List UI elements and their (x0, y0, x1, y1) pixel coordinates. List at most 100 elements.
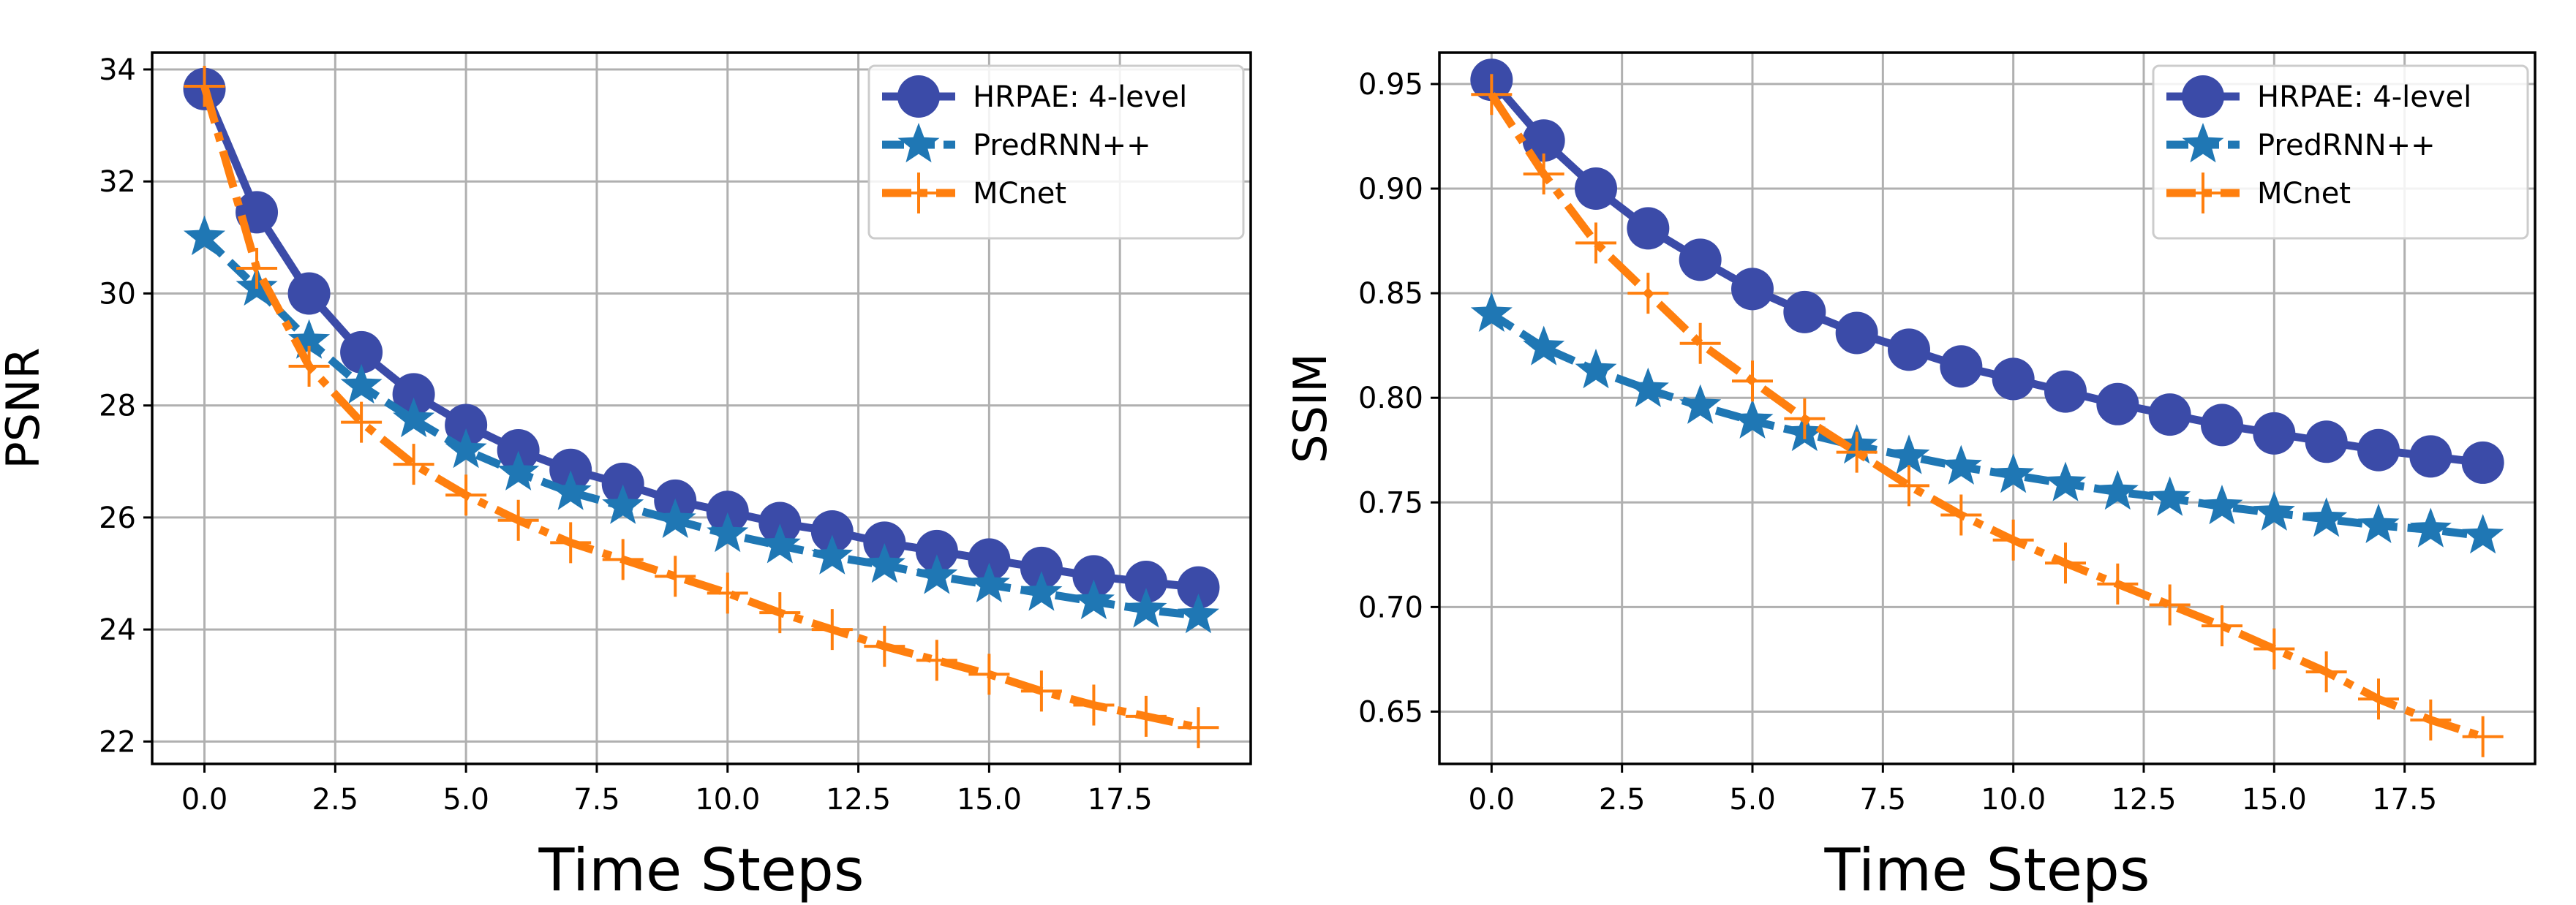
data-point (1627, 273, 1669, 314)
legend: HRPAE: 4-level PredRNN++ MCnet (2152, 64, 2529, 240)
data-point (2305, 651, 2347, 693)
legend-entry: HRPAE: 4-level (2166, 75, 2471, 118)
legend-box (867, 64, 1245, 240)
legend-label: HRPAE: 4-level (973, 80, 1187, 114)
data-point (602, 539, 644, 580)
legend-label: HRPAE: 4-level (2257, 80, 2471, 114)
data-point (2357, 428, 2400, 472)
data-point (915, 529, 958, 572)
data-point (1072, 555, 1115, 598)
data-point (2148, 393, 2191, 436)
data-point (550, 522, 592, 564)
data-point (549, 448, 592, 491)
data-point (2305, 497, 2348, 537)
legend-marker (2183, 173, 2223, 213)
y-tick-label: 0.70 (1358, 591, 1423, 624)
x-tick-label: 5.0 (1729, 783, 1776, 817)
legend-label: PredRNN++ (973, 129, 1151, 162)
series-predrnn- (184, 215, 1219, 634)
series-hrpae-4-level (183, 67, 1220, 609)
data-point (445, 428, 487, 469)
data-point (968, 562, 1010, 603)
data-point (968, 538, 1011, 581)
legend-box (2152, 64, 2529, 240)
data-point (393, 444, 434, 485)
y-tick-label: 0.95 (1358, 68, 1423, 102)
data-point (2149, 476, 2191, 516)
data-point (287, 272, 331, 315)
data-point (811, 534, 854, 575)
x-tick-label: 10.0 (1981, 783, 2046, 817)
legend-marker (898, 173, 939, 213)
data-point (497, 428, 540, 472)
series-line (200, 85, 1200, 732)
x-tick-label: 17.5 (2372, 783, 2437, 817)
y-axis-label: SSIM (1284, 353, 1337, 463)
data-point (1523, 325, 1565, 366)
x-tick-label: 12.5 (2111, 783, 2176, 817)
x-tick-label: 5.0 (442, 783, 489, 817)
data-point (1125, 695, 1167, 737)
data-point (2409, 435, 2452, 478)
legend-marker (897, 75, 940, 118)
y-tick-label: 0.90 (1358, 173, 1423, 206)
data-point (2253, 628, 2295, 670)
x-tick-label: 17.5 (1088, 783, 1153, 817)
x-axis-label: Time Steps (1823, 836, 2150, 904)
data-point (2462, 716, 2504, 757)
data-point (863, 543, 905, 583)
data-point (2201, 404, 2243, 447)
data-point (1575, 167, 1617, 211)
data-point (1888, 434, 1930, 474)
data-point (549, 470, 592, 510)
data-point (1020, 546, 1063, 589)
data-point (2253, 412, 2296, 455)
data-point (288, 319, 331, 359)
legend-entry: PredRNN++ (2166, 123, 2436, 163)
y-tick-label: 0.80 (1358, 382, 1423, 415)
data-point (1523, 153, 1564, 194)
x-tick-label: 7.5 (1860, 783, 1907, 817)
legend-entry: MCnet (882, 173, 1066, 213)
data-point (392, 373, 435, 416)
series-hrpae-4-level (1470, 58, 2504, 484)
data-point (393, 397, 435, 438)
data-point (2096, 470, 2139, 510)
y-tick-label: 26 (99, 501, 136, 535)
y-tick-label: 28 (99, 390, 136, 423)
legend: HRPAE: 4-level PredRNN++ MCnet (867, 64, 1245, 240)
data-point (1627, 367, 1669, 407)
legend-entry: PredRNN++ (882, 123, 1151, 163)
series-mcnet (184, 65, 1219, 749)
data-point (1679, 322, 1721, 364)
data-point (2409, 507, 2452, 548)
data-point (1178, 707, 1219, 749)
data-point (864, 626, 905, 667)
data-point (2461, 441, 2504, 484)
data-point (707, 572, 748, 614)
data-point (968, 654, 1010, 695)
data-point (2097, 563, 2139, 605)
data-point (1783, 290, 1826, 333)
data-point (2358, 678, 2399, 720)
data-point (1575, 349, 1617, 389)
y-tick-label: 0.65 (1358, 695, 1423, 729)
data-point (1731, 398, 1774, 439)
legend-marker (2182, 75, 2224, 118)
data-point (2044, 461, 2087, 501)
data-point (759, 592, 801, 634)
data-point (288, 346, 330, 387)
data-point (2044, 370, 2087, 413)
y-axis-label: PSNR (0, 347, 50, 469)
data-point (2410, 699, 2452, 741)
y-tick-label: 30 (99, 277, 136, 311)
data-point (863, 521, 906, 564)
legend-label: MCnet (2257, 177, 2351, 211)
x-tick-label: 15.0 (2242, 783, 2307, 817)
ssim-chart: 0.0 2.5 5.0 7.5 10.0 12.5 15.0 17.5 0.65 0.70 0.75… (1284, 51, 2537, 904)
data-point (1177, 566, 1220, 609)
data-point (340, 330, 383, 374)
data-point (184, 215, 226, 256)
data-point (1992, 519, 2034, 561)
